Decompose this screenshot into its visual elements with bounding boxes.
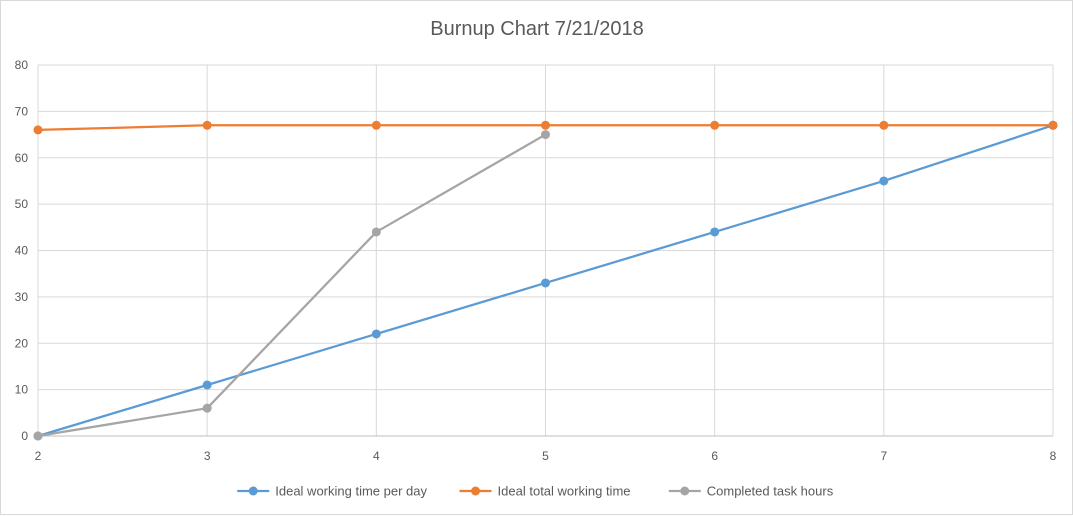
data-point bbox=[371, 227, 381, 237]
legend-entry: Ideal working time per day bbox=[237, 484, 427, 499]
x-tick-label: 2 bbox=[35, 449, 42, 463]
data-point bbox=[33, 431, 43, 441]
data-point bbox=[202, 120, 212, 130]
data-point bbox=[541, 120, 550, 130]
legend-label: Ideal working time per day bbox=[275, 484, 427, 499]
axis-layer: 0 10 20 30 40 50 60 70 80 2 3 4 5 6 7 8 bbox=[15, 58, 1057, 463]
data-point bbox=[541, 278, 550, 288]
data-point bbox=[879, 176, 889, 186]
y-tick-label: 60 bbox=[15, 151, 29, 165]
x-tick-label: 4 bbox=[373, 449, 380, 463]
series-3 bbox=[33, 130, 550, 441]
legend-marker bbox=[248, 486, 258, 496]
series-layer bbox=[33, 120, 1058, 441]
series-line bbox=[37, 133, 547, 438]
data-point bbox=[202, 403, 212, 413]
data-point bbox=[710, 227, 720, 237]
legend-label: Completed task hours bbox=[707, 484, 834, 499]
data-point bbox=[371, 120, 381, 130]
chart-title: Burnup Chart 7/21/2018 bbox=[430, 18, 644, 40]
data-point bbox=[879, 120, 889, 130]
y-tick-label: 10 bbox=[15, 383, 29, 397]
y-tick-label: 50 bbox=[15, 197, 29, 211]
y-tick-label: 20 bbox=[15, 336, 29, 350]
legend-entry: Completed task hours bbox=[668, 484, 834, 499]
data-point bbox=[33, 125, 43, 135]
series-2 bbox=[33, 120, 1058, 135]
x-tick-label: 6 bbox=[711, 449, 718, 463]
x-tick-label: 8 bbox=[1050, 449, 1057, 463]
y-tick-label: 0 bbox=[21, 429, 28, 443]
x-tick-label: 7 bbox=[880, 449, 887, 463]
legend-label: Ideal total working time bbox=[498, 484, 631, 499]
data-point bbox=[710, 120, 720, 130]
data-point bbox=[371, 329, 381, 339]
data-point bbox=[1048, 120, 1058, 130]
y-tick-label: 40 bbox=[15, 244, 29, 258]
data-point bbox=[541, 130, 550, 140]
y-tick-label: 80 bbox=[15, 58, 29, 72]
legend-marker bbox=[471, 486, 481, 496]
legend-marker bbox=[680, 486, 690, 496]
x-tick-label: 3 bbox=[204, 449, 211, 463]
data-point bbox=[202, 380, 212, 390]
y-tick-label: 70 bbox=[15, 104, 29, 118]
grid-layer bbox=[37, 64, 1054, 437]
y-tick-label: 30 bbox=[15, 290, 29, 304]
x-tick-label: 5 bbox=[542, 449, 549, 463]
legend: Ideal working time per day Ideal total wo… bbox=[237, 484, 834, 499]
legend-entry: Ideal total working time bbox=[459, 484, 631, 499]
